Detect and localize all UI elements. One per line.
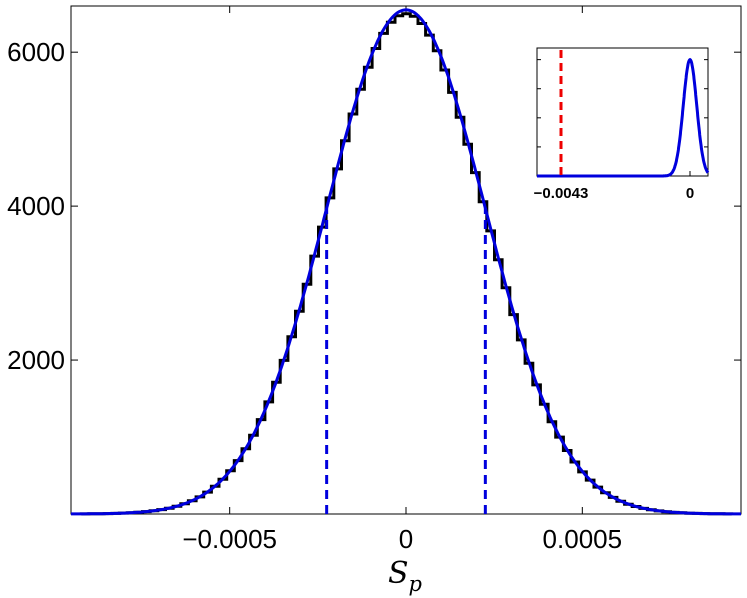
inset-frame [536,47,709,177]
x-axis-label-subscript: p [409,572,422,596]
y-tick-label: 2000 [7,345,65,375]
inset-x-tick-label: −0.0043 [534,185,589,202]
x-tick-label: −0.0005 [182,524,277,554]
y-tick-label: 4000 [7,191,65,221]
x-axis-label-main: S [388,556,409,591]
x-axis-label: Sp [388,556,422,596]
inset-plot: −0.0043 0 [534,47,710,202]
y-tick-label: 6000 [7,37,65,67]
inset-fit-line [537,57,710,178]
fit-line [71,8,741,516]
inset-x-tick-label: 0 [686,185,694,202]
main-plot: 2000 4000 6000 −0.0005 0 0.0005 [7,5,742,554]
x-tick-label: 0 [399,524,413,554]
x-tick-label: 0.0005 [543,524,623,554]
